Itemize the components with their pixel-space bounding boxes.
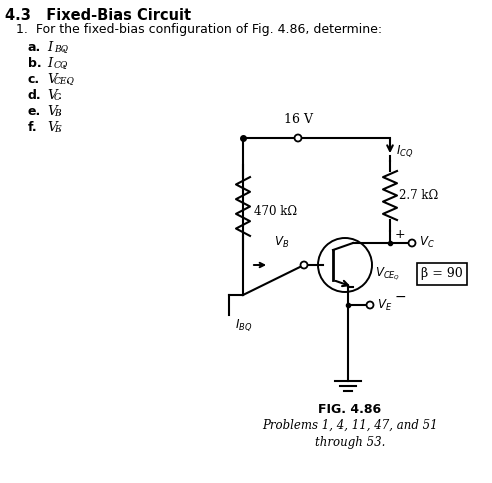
Circle shape bbox=[408, 240, 416, 246]
Circle shape bbox=[367, 301, 373, 309]
Text: CQ: CQ bbox=[54, 60, 68, 70]
Text: B: B bbox=[54, 109, 61, 117]
Text: a.: a. bbox=[28, 41, 41, 54]
Text: .: . bbox=[58, 121, 62, 134]
Text: $V_B$: $V_B$ bbox=[275, 235, 290, 250]
Text: .: . bbox=[58, 105, 62, 118]
Text: I: I bbox=[47, 57, 52, 70]
Text: b.: b. bbox=[28, 57, 42, 70]
Text: CEQ: CEQ bbox=[54, 76, 75, 85]
Text: 1.  For the fixed-bias configuration of Fig. 4.86, determine:: 1. For the fixed-bias configuration of F… bbox=[16, 23, 382, 36]
Text: $I_{BQ}$: $I_{BQ}$ bbox=[235, 317, 252, 333]
Circle shape bbox=[301, 261, 308, 269]
Text: 2.7 kΩ: 2.7 kΩ bbox=[399, 189, 438, 202]
Text: 470 kΩ: 470 kΩ bbox=[254, 205, 297, 218]
Text: E: E bbox=[54, 125, 61, 133]
Text: V: V bbox=[47, 73, 57, 86]
Text: d.: d. bbox=[28, 89, 42, 102]
Text: 16 V: 16 V bbox=[283, 113, 312, 126]
Text: I: I bbox=[47, 41, 52, 54]
Text: $V_{CE_Q}$: $V_{CE_Q}$ bbox=[375, 266, 400, 282]
Text: .: . bbox=[66, 73, 70, 86]
Text: β = 90: β = 90 bbox=[421, 268, 463, 281]
Text: e.: e. bbox=[28, 105, 41, 118]
Text: .: . bbox=[62, 57, 66, 70]
Text: C: C bbox=[54, 93, 61, 101]
Circle shape bbox=[295, 134, 302, 142]
Text: c.: c. bbox=[28, 73, 40, 86]
Text: +: + bbox=[395, 227, 405, 241]
Text: FIG. 4.86: FIG. 4.86 bbox=[318, 403, 382, 416]
Text: f.: f. bbox=[28, 121, 37, 134]
Text: .: . bbox=[58, 89, 62, 102]
Text: Problems 1, 4, 11, 47, and 51
through 53.: Problems 1, 4, 11, 47, and 51 through 53… bbox=[262, 419, 438, 449]
Text: V: V bbox=[47, 89, 57, 102]
Text: 4.3   Fixed-Bias Circuit: 4.3 Fixed-Bias Circuit bbox=[5, 8, 191, 23]
Text: V: V bbox=[47, 105, 57, 118]
Text: −: − bbox=[395, 290, 406, 304]
Text: $I_{CQ}$: $I_{CQ}$ bbox=[396, 143, 413, 159]
Text: V: V bbox=[47, 121, 57, 134]
Text: .: . bbox=[62, 41, 66, 54]
Text: $V_E$: $V_E$ bbox=[377, 298, 392, 313]
Text: BQ: BQ bbox=[54, 44, 68, 54]
Text: $V_C$: $V_C$ bbox=[419, 234, 435, 250]
